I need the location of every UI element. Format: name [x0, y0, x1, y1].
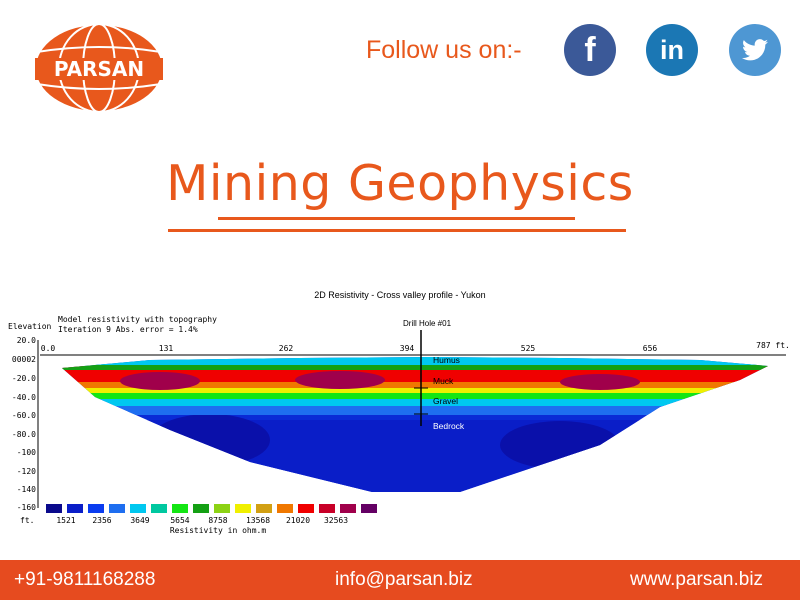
y-tick: -140: [17, 485, 36, 494]
layer-label-bedrock: Bedrock: [433, 421, 465, 431]
scale-swatch: [277, 504, 293, 513]
scale-swatch: [172, 504, 188, 513]
parsan-logo[interactable]: PARSAN: [33, 22, 165, 114]
layer-label-gravel: Gravel: [433, 396, 458, 406]
scale-value: 13568: [246, 516, 270, 525]
resistivity-model-section: [62, 357, 768, 492]
scale-value: 1521: [56, 516, 75, 525]
y-tick: -80.0: [12, 430, 36, 439]
scale-swatch: [151, 504, 167, 513]
y-tick: -120: [17, 467, 36, 476]
scale-value: 8758: [208, 516, 227, 525]
scale-swatch: [109, 504, 125, 513]
x-tick: 394: [400, 344, 415, 353]
scale-swatch: [130, 504, 146, 513]
model-info-line2: Iteration 9 Abs. error = 1.4%: [58, 325, 198, 334]
scale-swatch: [256, 504, 272, 513]
scale-value: 5654: [170, 516, 189, 525]
resistivity-color-scale: [46, 504, 377, 513]
x-tick: 0.0: [41, 344, 56, 353]
scale-swatch: [88, 504, 104, 513]
scale-swatch: [361, 504, 377, 513]
scale-swatch: [214, 504, 230, 513]
scale-value: 32563: [324, 516, 348, 525]
x-tick: 787 ft.: [756, 341, 790, 350]
twitter-icon[interactable]: [729, 24, 781, 76]
phone-number[interactable]: +91-9811168288: [14, 569, 156, 590]
scale-swatch: [235, 504, 251, 513]
figure-title: 2D Resistivity - Cross valley profile - …: [314, 290, 485, 300]
layer-label-humus: Humus: [433, 355, 460, 365]
y-tick: -60.0: [12, 411, 36, 420]
scale-swatch: [298, 504, 314, 513]
drill-hole-label: Drill Hole #01: [403, 319, 452, 328]
layer-label-muck: Muck: [433, 376, 454, 386]
email-link[interactable]: info@parsan.biz: [335, 569, 473, 590]
footer-bar: +91-9811168288 info@parsan.biz www.parsa…: [0, 560, 800, 600]
x-tick: 131: [159, 344, 174, 353]
y-tick: -40.0: [12, 393, 36, 402]
facebook-icon[interactable]: f: [564, 24, 616, 76]
follow-us-text: Follow us on:-: [366, 36, 522, 64]
scale-value: 3649: [130, 516, 149, 525]
x-tick: 656: [643, 344, 658, 353]
y-unit-label: ft.: [20, 516, 34, 525]
y-tick: -20.0: [12, 374, 36, 383]
title-underline-top: [218, 217, 575, 220]
title-underline-bottom: [168, 229, 626, 232]
y-tick: -160: [17, 503, 36, 512]
resistivity-section-figure: 2D Resistivity - Cross valley profile - …: [0, 280, 800, 550]
y-tick: 20.0: [17, 336, 36, 345]
scale-swatch: [319, 504, 335, 513]
scale-value: 21020: [286, 516, 310, 525]
x-tick: 525: [521, 344, 536, 353]
scale-value: 2356: [92, 516, 111, 525]
y-tick: -100: [17, 448, 36, 457]
elevation-label: Elevation: [8, 322, 52, 331]
scale-swatch: [340, 504, 356, 513]
website-link[interactable]: www.parsan.biz: [630, 569, 764, 590]
y-tick: 00002: [12, 355, 36, 364]
x-tick: 262: [279, 344, 294, 353]
linkedin-icon[interactable]: in: [646, 24, 698, 76]
scale-label: Resistivity in ohm.m: [170, 526, 267, 535]
logo-text: PARSAN: [54, 57, 144, 81]
model-info-line1: Model resistivity with topography: [58, 315, 217, 324]
scale-swatch: [67, 504, 83, 513]
scale-swatch: [193, 504, 209, 513]
scale-swatch: [46, 504, 62, 513]
page-title: Mining Geophysics: [166, 155, 634, 212]
